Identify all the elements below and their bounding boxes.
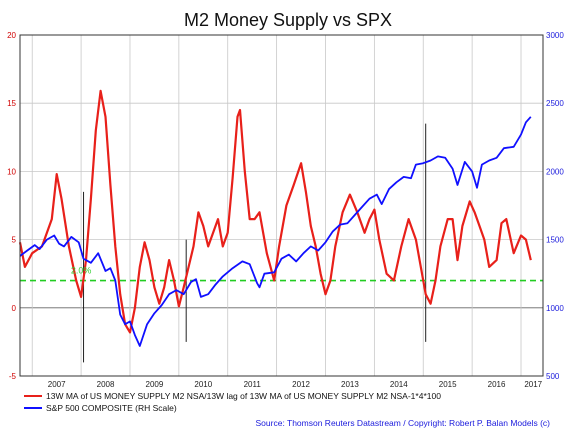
series-lines: [18, 89, 532, 347]
right-axis-ticks: 500 1000 1500 2000 2500 3000: [546, 31, 564, 381]
x-tick-label: 2017: [524, 380, 542, 389]
x-tick-label: 2016: [488, 380, 506, 389]
x-tick-label: 2015: [439, 380, 457, 389]
m2-growth-line: [18, 89, 532, 334]
right-tick-label: 2000: [546, 167, 564, 176]
x-tick-label: 2014: [390, 380, 408, 389]
legend: 13W MA of US MONEY SUPPLY M2 NSA/13W lag…: [24, 391, 441, 413]
right-tick-label: 3000: [546, 31, 564, 40]
left-tick-label: 0: [12, 304, 17, 313]
plot-frame: [19, 34, 544, 377]
x-axis-ticks: 2007 2008 2009 2010 2011 2012 2013 2014 2015 2016…: [48, 380, 543, 389]
left-tick-label: 20: [7, 31, 16, 40]
x-tick-label: 2008: [97, 380, 115, 389]
right-tick-label: 1000: [546, 304, 564, 313]
x-tick-label: 2011: [244, 380, 262, 389]
legend-label-m2: 13W MA of US MONEY SUPPLY M2 NSA/13W lag…: [46, 391, 441, 401]
left-tick-label: 10: [7, 167, 16, 176]
spx-line: [19, 116, 532, 347]
annotations: 2.0%: [71, 266, 92, 276]
x-tick-label: 2007: [48, 380, 66, 389]
left-tick-label: 5: [12, 236, 17, 245]
source-note: Source: Thomson Reuters Datastream / Cop…: [256, 418, 551, 428]
left-tick-label: 15: [7, 99, 16, 108]
x-tick-label: 2013: [341, 380, 359, 389]
annotation-label: 2.0%: [71, 266, 92, 276]
left-axis-ticks: -5 0 5 10 15 20: [7, 31, 16, 381]
legend-label-spx: S&P 500 COMPOSITE (RH Scale): [46, 403, 177, 413]
right-tick-label: 500: [546, 372, 560, 381]
left-tick-label: -5: [9, 372, 17, 381]
x-tick-label: 2012: [292, 380, 310, 389]
x-tick-label: 2010: [194, 380, 212, 389]
grid-lines: [20, 35, 543, 376]
chart-title: M2 Money Supply vs SPX: [184, 10, 392, 30]
right-tick-label: 2500: [546, 99, 564, 108]
right-tick-label: 1500: [546, 236, 564, 245]
x-tick-label: 2009: [146, 380, 164, 389]
